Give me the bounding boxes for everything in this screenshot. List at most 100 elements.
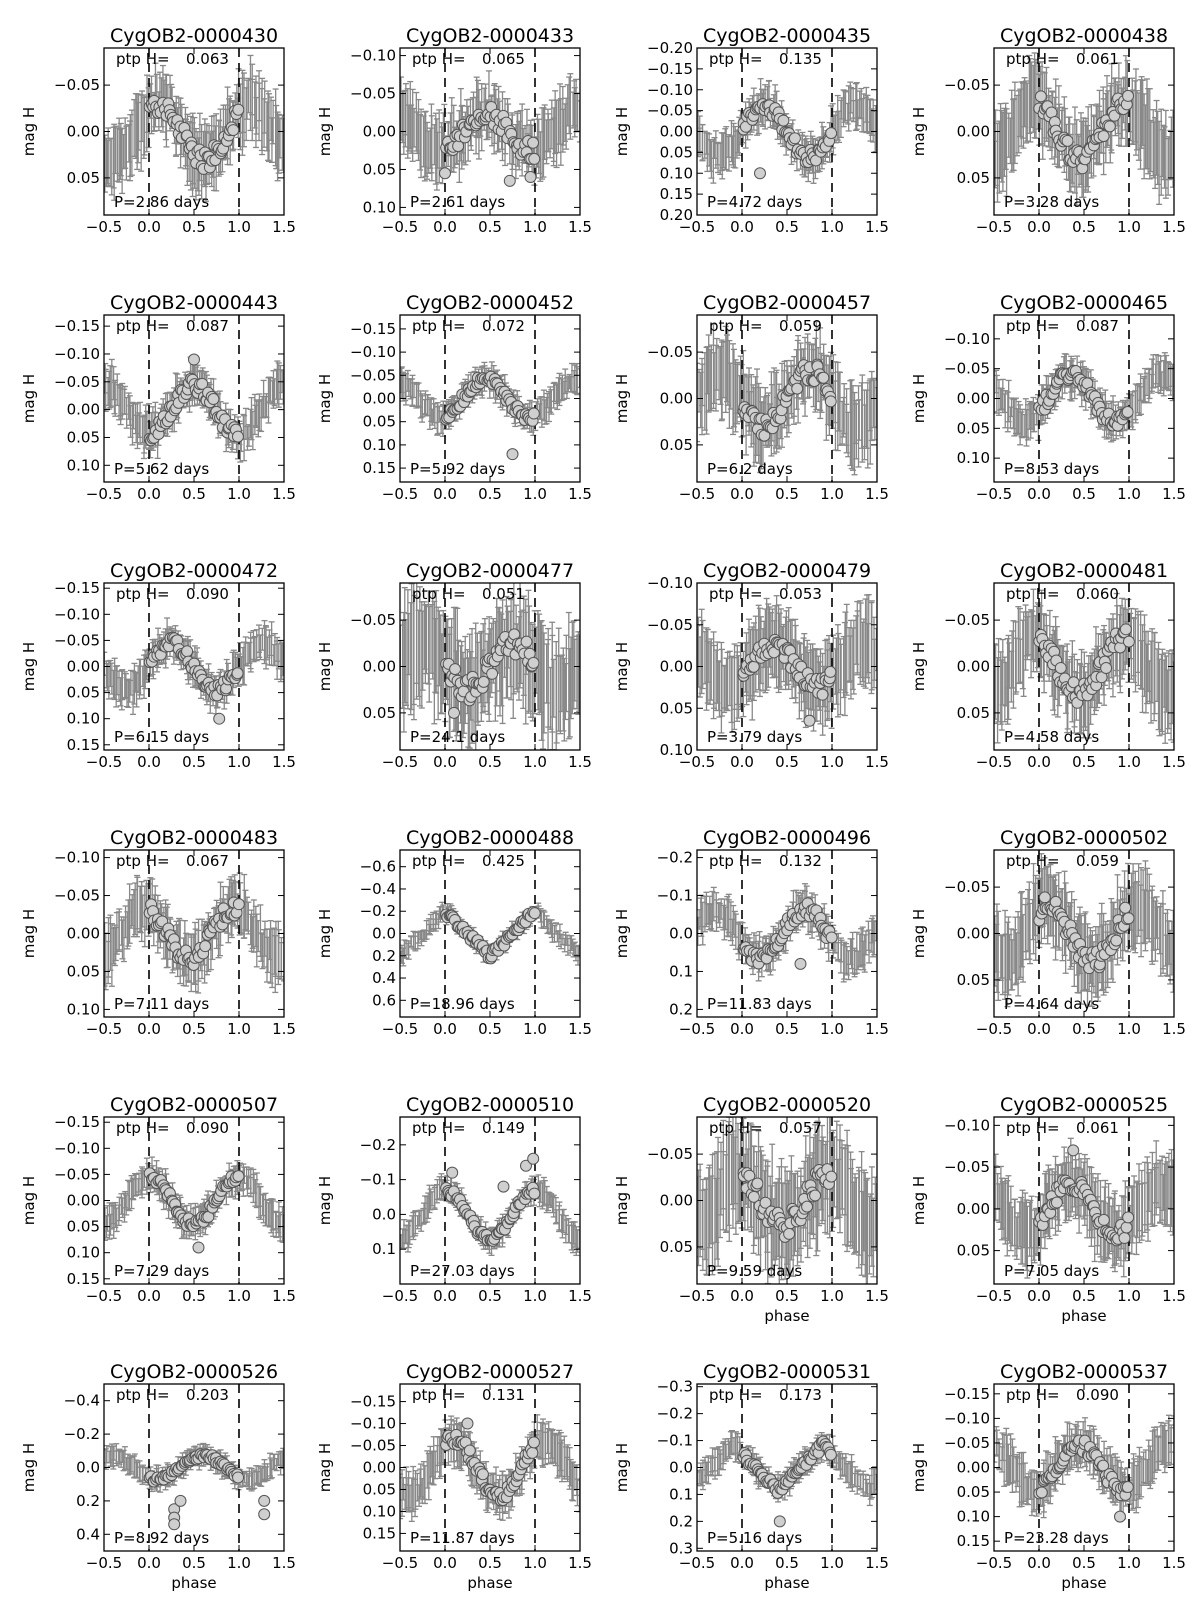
x-tick-label: 1.5 [568,753,592,771]
y-tick-label: 0.00 [363,123,396,141]
ptp-label: ptp H= [412,50,466,68]
ptp-value: 0.072 [482,317,525,335]
plot-area [697,315,877,482]
x-tick-label: 0.5 [775,485,799,503]
x-tick-label: 1.0 [1117,485,1141,503]
y-tick-label: −0.10 [350,343,396,361]
chart-panel: −0.5 0.0 0.5 1.0 1.5 −0.15 −0.10 −0.05 0.00 0.05 0… [20,292,296,503]
period-label: P=2.86 days [114,193,209,211]
chart-panel: −0.5 0.0 0.5 1.0 1.5−0.10−0.050.000.050.10Cy… [613,560,889,771]
outlier-point [213,712,226,725]
y-tick-label: 0.00 [660,123,693,141]
data-point [1122,89,1135,102]
y-tick-label: 0.00 [957,390,990,408]
x-tick-label: 0.0 [730,485,754,503]
y-axis-label: mag H [316,107,334,156]
y-axis-label: mag H [20,107,38,156]
period-label: P=2.61 days [410,193,505,211]
ptp-value: 0.135 [779,50,822,68]
data-point [791,382,804,395]
x-tick-label: 1.5 [272,753,296,771]
x-tick-label: 1.5 [1162,218,1186,236]
plot-area [400,315,580,482]
data-point [1061,134,1074,147]
data-point [528,152,541,165]
x-tick-label: 0.5 [478,753,502,771]
outlier-point [503,174,516,187]
y-tick-label: −0.05 [54,373,100,391]
y-tick-label: 0.15 [660,185,693,203]
plot-area [994,315,1174,482]
x-tick-label: 1.5 [272,485,296,503]
y-tick-label: 0.10 [660,164,693,182]
y-tick-label: −0.15 [350,320,396,338]
data-point [1097,130,1110,143]
period-label: P=24.1 days [410,728,505,746]
ptp-label: ptp H= [1006,50,1060,68]
ptp-label: ptp H= [709,317,763,335]
data-point [231,667,244,680]
x-tick-label: 0.0 [1027,218,1051,236]
ptp-value: 0.051 [482,585,525,603]
period-label: P=3.28 days [1004,193,1099,211]
x-tick-label: 1.5 [865,218,889,236]
outlier-point [754,167,766,180]
x-tick-label: 1.5 [568,218,592,236]
y-tick-label: 0.05 [363,704,396,722]
y-tick-label: 0.10 [67,710,100,728]
x-tick-label: 1.0 [523,485,547,503]
data-point [788,132,801,145]
data-point [1121,406,1134,419]
panel-title: CygOB2-0000477 [406,560,574,582]
ptp-label: ptp H= [709,50,763,68]
plot-area [104,48,284,215]
data-point [527,136,540,149]
ptp-value: 0.059 [779,317,822,335]
ptp-value: 0.061 [1076,50,1119,68]
chart-panel: −0.5 0.0 0.5 1.0 1.5 −0.05 0.00 0.05 CygOB2-0000… [316,560,592,771]
data-point [449,663,462,676]
x-tick-label: 0.5 [182,218,206,236]
y-tick-label: 0.05 [957,419,990,437]
x-tick-label: 0.0 [730,218,754,236]
y-tick-label: 0.00 [660,390,693,408]
y-tick-label: −0.10 [944,330,990,348]
outlier-point [506,448,519,461]
data-point [824,395,837,408]
period-label: P=6.2 days [707,460,793,478]
x-tick-label: 0.5 [1072,218,1096,236]
ptp-label: ptp H= [116,50,170,68]
data-point [1103,120,1116,133]
y-tick-label: −0.20 [647,39,693,57]
y-tick-label: −0.05 [350,611,396,629]
plot-area [104,583,284,750]
data-point [817,371,830,384]
data-point [1034,90,1047,103]
x-tick-label: −0.5 [382,218,418,236]
y-tick-label: −0.05 [647,102,693,120]
x-tick-label: 0.5 [478,218,502,236]
period-label: P=4.72 days [707,193,802,211]
y-tick-label: −0.10 [350,47,396,65]
y-tick-label: 0.00 [363,390,396,408]
plot-area [697,583,877,750]
y-tick-label: −0.05 [350,85,396,103]
panel-title: CygOB2-0000438 [1000,25,1168,47]
outlier-point [188,353,200,366]
ptp-label: ptp H= [412,317,466,335]
x-tick-label: 1.0 [820,218,844,236]
plot-area [104,315,284,482]
x-tick-label: 0.0 [433,753,457,771]
x-tick-label: 1.5 [1162,485,1186,503]
data-point [527,407,540,420]
y-tick-label: 0.10 [363,436,396,454]
y-tick-label: 0.05 [67,684,100,702]
y-tick-label: 0.10 [957,449,990,467]
y-tick-label: 0.05 [67,428,100,446]
chart-panel: −0.5 0.0 0.5 1.0 1.5 −0.05 0.00 0.05 CygOB2-0000… [910,25,1186,236]
y-tick-label: 0.15 [67,736,100,754]
x-tick-label: 0.0 [137,218,161,236]
x-tick-label: 0.0 [137,753,161,771]
panel-title: CygOB2-0000433 [406,25,574,47]
